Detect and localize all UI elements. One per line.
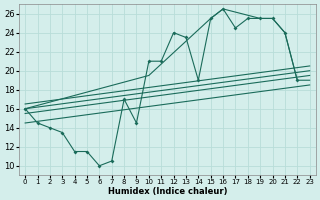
X-axis label: Humidex (Indice chaleur): Humidex (Indice chaleur): [108, 187, 227, 196]
